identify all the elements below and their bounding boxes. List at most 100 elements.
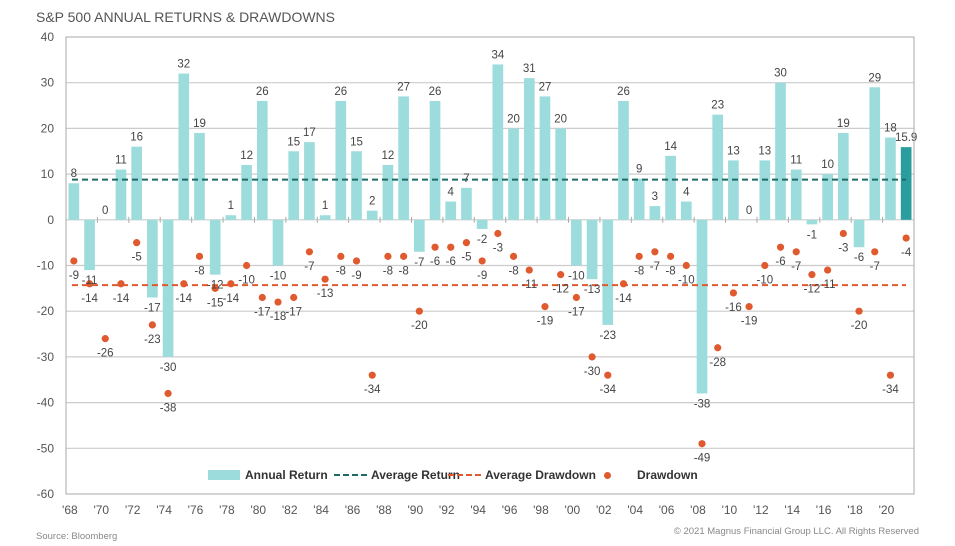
return-bar — [508, 128, 519, 220]
y-tick-label: 30 — [41, 76, 55, 90]
y-axis: 40 30 20 10 0 -10 -20 -30 -40 -50 -60 — [37, 30, 55, 501]
legend-average-return: Average Return — [334, 468, 460, 482]
drawdown-label: -19 — [741, 316, 758, 328]
return-bar — [869, 87, 881, 220]
return-label: 26 — [617, 86, 630, 98]
drawdown-dot — [871, 248, 879, 256]
drawdown-label: -10 — [238, 275, 255, 287]
return-label: -17 — [144, 302, 161, 314]
return-label: 1 — [322, 200, 328, 212]
x-tick-label: '68 — [62, 503, 78, 517]
drawdown-label: -8 — [399, 265, 409, 277]
return-bar — [476, 219, 488, 229]
return-label: 20 — [507, 113, 520, 125]
drawdown-dot — [431, 243, 439, 251]
drawdown-dot — [242, 261, 251, 270]
return-label: 26 — [256, 86, 269, 98]
return-label: 29 — [868, 72, 881, 84]
return-bar — [571, 219, 582, 266]
drawdown-dot — [164, 389, 172, 398]
y-tick-label: -10 — [37, 259, 55, 273]
drawdown-dot — [368, 371, 376, 379]
x-tick-label: '06 — [659, 503, 675, 517]
drawdown-label: -11 — [820, 279, 836, 291]
drawdown-dot — [839, 229, 847, 238]
return-label: 14 — [664, 141, 677, 153]
x-tick-label: '16 — [816, 503, 832, 517]
drawdown-label: -6 — [430, 256, 440, 268]
drawdown-dot — [666, 252, 675, 260]
legend-label: Annual Return — [245, 468, 328, 482]
return-label: -38 — [694, 398, 711, 410]
average-lines — [72, 178, 906, 287]
drawdown-label: -9 — [477, 270, 487, 282]
source-note: Source: Bloomberg — [36, 531, 118, 542]
return-bar — [900, 147, 912, 220]
drawdown-dot — [321, 275, 329, 283]
drawdown-label: -8 — [634, 265, 644, 277]
drawdown-dot — [588, 353, 596, 361]
drawdown-dot — [85, 280, 94, 288]
drawdown-label: -14 — [81, 293, 98, 305]
return-bar — [209, 219, 221, 275]
y-tick-label: 20 — [41, 121, 55, 135]
drawdown-dot — [886, 371, 895, 379]
drawdown-label: -10 — [757, 275, 774, 287]
return-bar — [461, 187, 472, 220]
drawdown-dot — [180, 280, 188, 288]
drawdown-label: -17 — [568, 306, 585, 318]
y-tick-label: -40 — [37, 396, 55, 410]
drawdown-label: -13 — [317, 288, 334, 300]
return-label: -6 — [854, 252, 864, 264]
return-label: 0 — [102, 205, 108, 217]
return-label: 3 — [652, 191, 658, 203]
return-label: -10 — [270, 271, 287, 283]
drawdown-label: -9 — [351, 270, 361, 282]
drawdown-label: -11 — [521, 279, 537, 291]
return-bar — [162, 219, 174, 357]
return-bar — [633, 178, 645, 220]
drawdown-dot — [572, 293, 580, 302]
drawdown-dot — [714, 344, 722, 352]
drawdown-label: -19 — [537, 316, 554, 328]
return-bar — [84, 219, 95, 271]
drawdown-label: -17 — [254, 306, 271, 318]
drawdown-dot — [211, 284, 219, 292]
drawdown-label: -8 — [383, 265, 393, 277]
drawdown-label: -9 — [69, 270, 79, 282]
drawdown-dot — [745, 303, 753, 311]
drawdown-label: -8 — [194, 265, 204, 277]
x-axis: '68 '70 '72 '74 '76 '78 '80 '82 '84 '86 '88 '90 '92 '… — [62, 216, 915, 517]
return-label: -2 — [477, 234, 487, 246]
drawdown-dot — [557, 271, 565, 279]
return-bar — [822, 174, 833, 220]
x-tick-label: '72 — [125, 503, 141, 517]
drawdown-label: -12 — [552, 284, 569, 296]
copyright-note: © 2021 Magnus Financial Group LLC. All R… — [673, 526, 919, 537]
return-bar — [445, 201, 457, 220]
drawdown-label: -38 — [160, 402, 177, 414]
drawdown-label: -10 — [678, 275, 695, 287]
return-label: 1 — [228, 200, 234, 212]
return-bar — [759, 160, 771, 220]
return-label: 11 — [115, 155, 127, 167]
return-bar — [413, 219, 425, 252]
return-label: -1 — [807, 229, 817, 241]
drawdown-label: -18 — [270, 311, 287, 323]
return-bar — [775, 82, 786, 220]
return-bar — [790, 169, 802, 220]
return-label: 32 — [177, 59, 190, 71]
drawdown-dot — [698, 440, 706, 448]
legend-label: Average Return — [371, 468, 460, 482]
return-bar — [429, 100, 441, 220]
return-bar — [618, 100, 629, 220]
y-tick-label: -50 — [37, 441, 55, 455]
return-label: 20 — [554, 113, 567, 125]
return-label: 0 — [746, 205, 752, 217]
y-tick-label: 10 — [41, 167, 55, 181]
drawdown-dot — [415, 307, 423, 315]
drawdown-label: -7 — [304, 261, 314, 273]
return-bar — [147, 219, 158, 298]
return-label: -10 — [568, 271, 585, 283]
x-tick-label: '96 — [502, 503, 518, 517]
